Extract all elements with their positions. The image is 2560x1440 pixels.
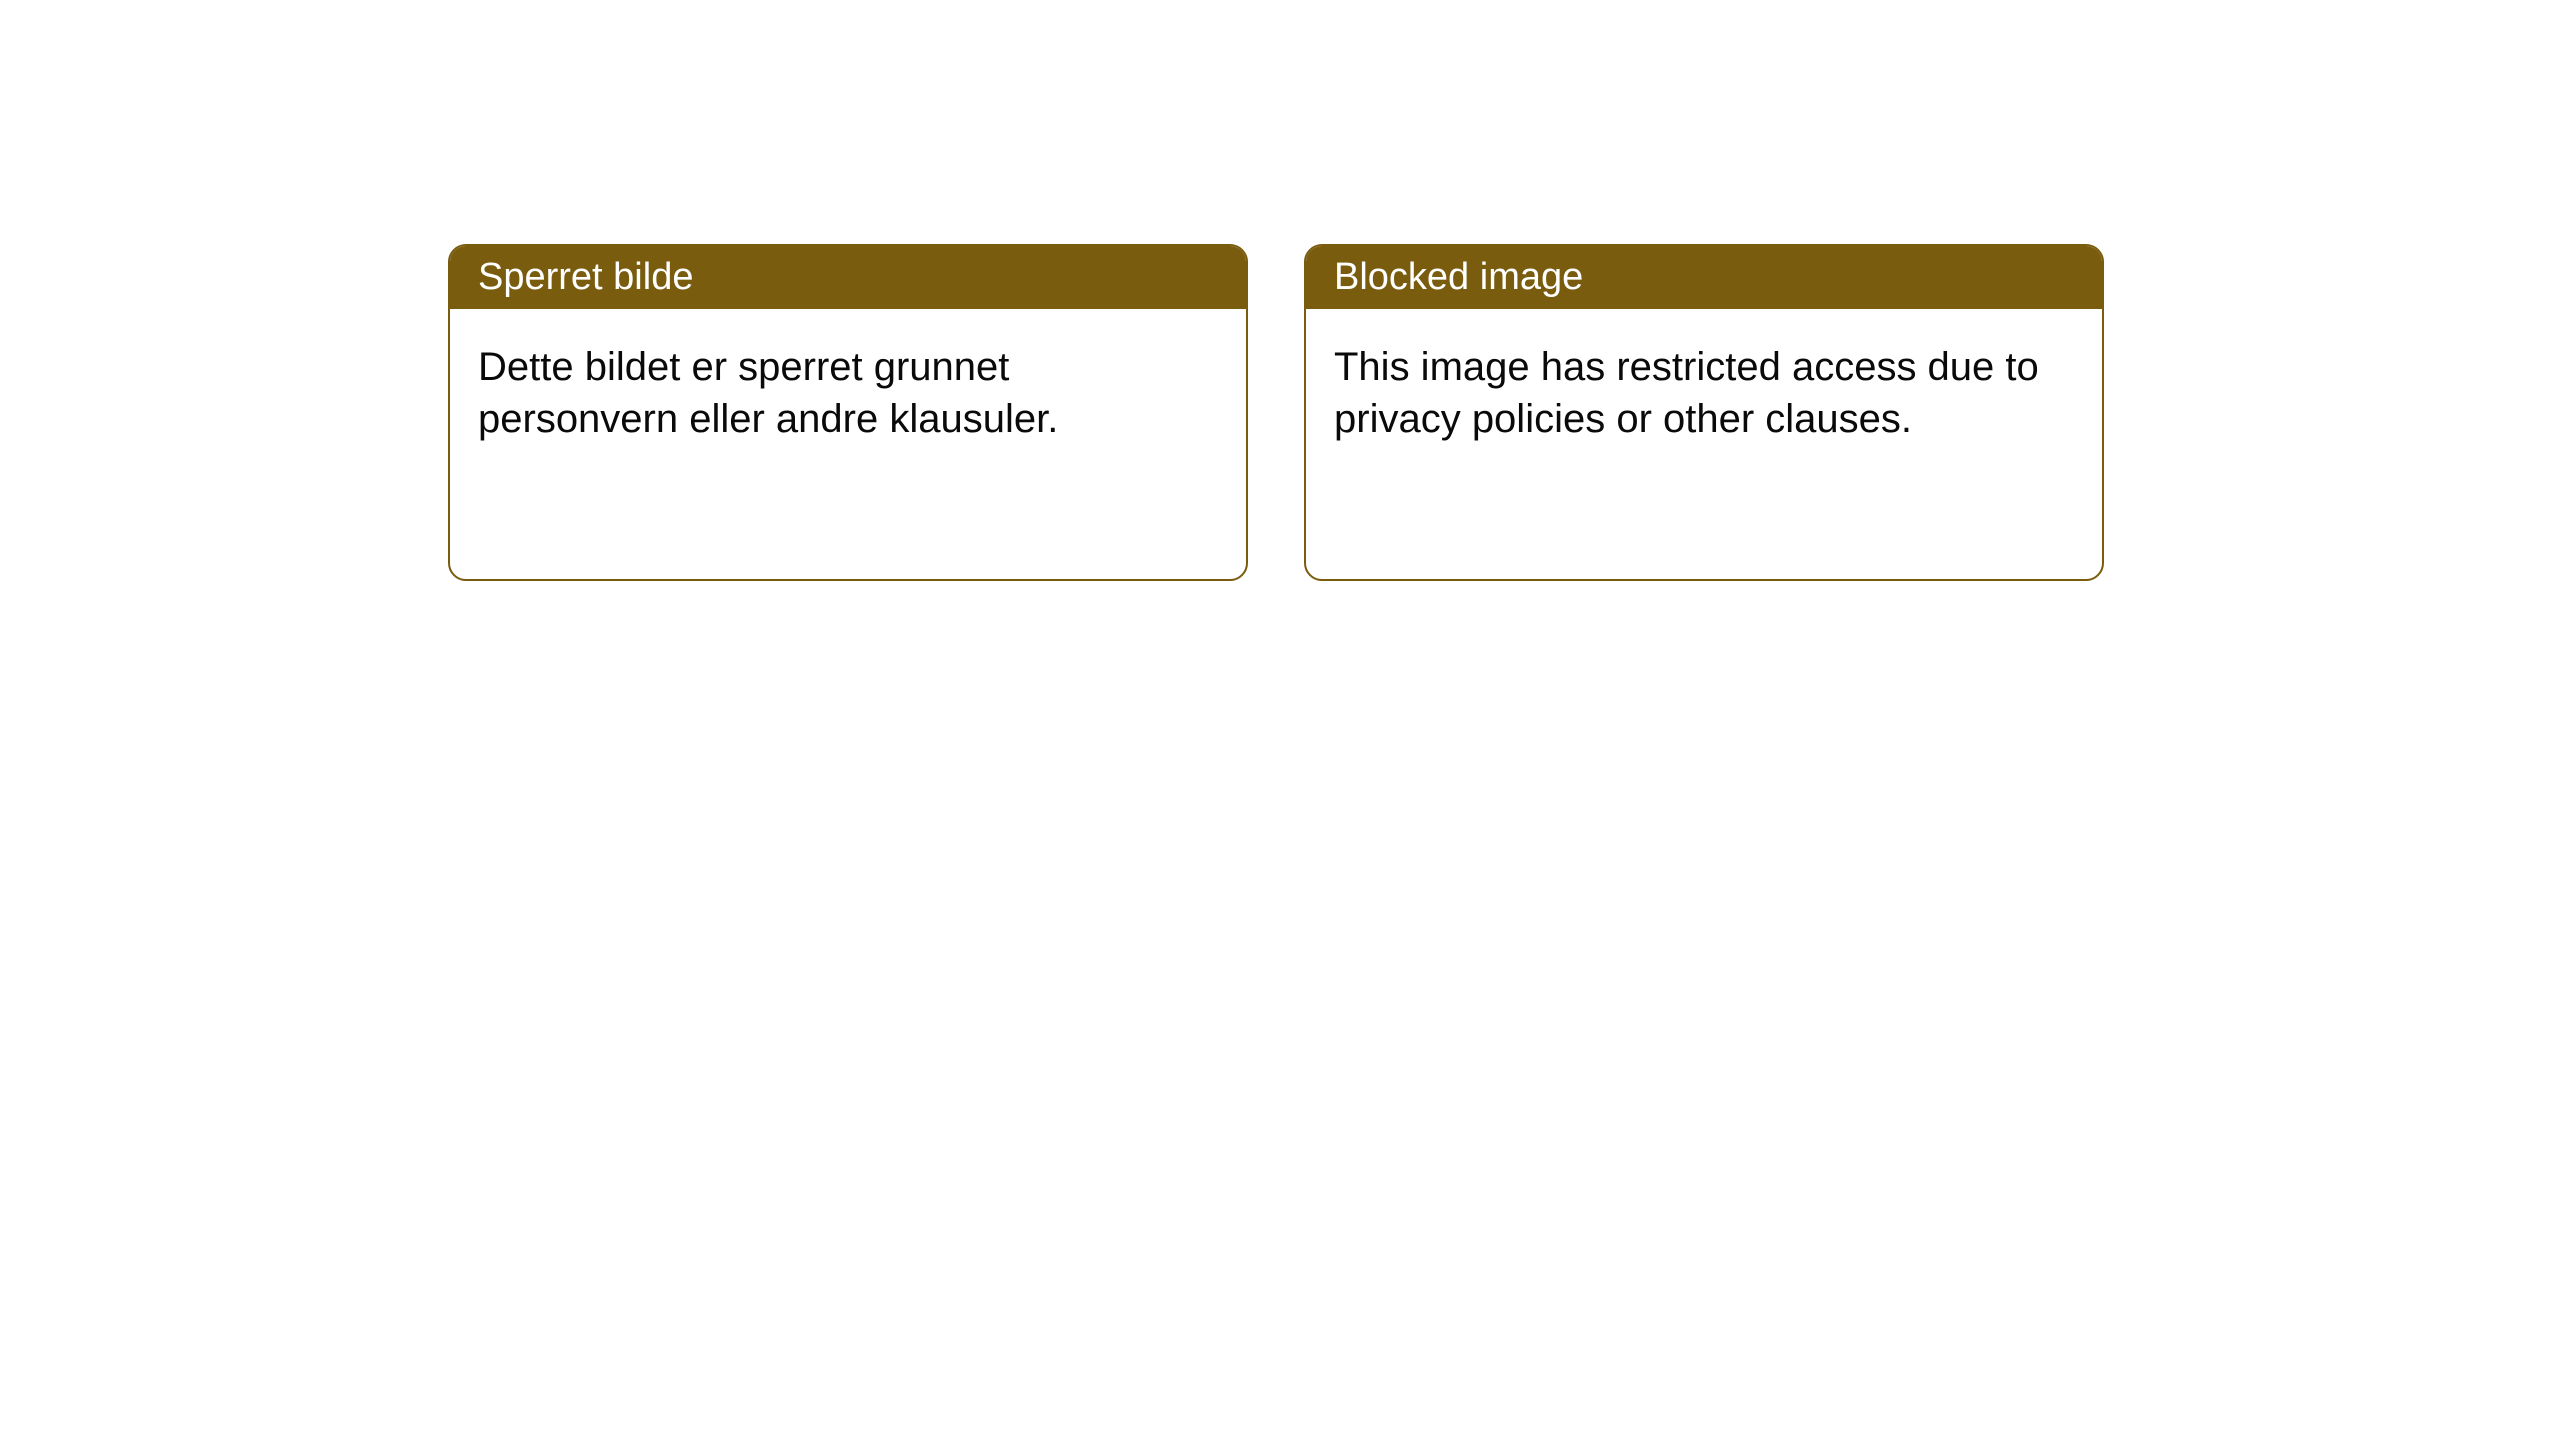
notice-container: Sperret bilde Dette bildet er sperret gr… <box>448 244 2104 581</box>
blocked-image-card-en: Blocked image This image has restricted … <box>1304 244 2104 581</box>
card-body-no: Dette bildet er sperret grunnet personve… <box>450 309 1246 579</box>
card-header-no: Sperret bilde <box>450 246 1246 309</box>
card-header-en: Blocked image <box>1306 246 2102 309</box>
blocked-image-card-no: Sperret bilde Dette bildet er sperret gr… <box>448 244 1248 581</box>
card-body-en: This image has restricted access due to … <box>1306 309 2102 579</box>
